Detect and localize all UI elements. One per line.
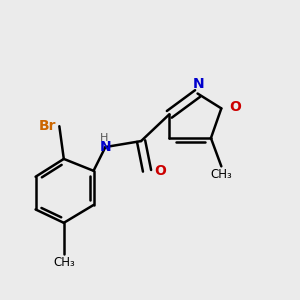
- Text: CH₃: CH₃: [211, 168, 232, 181]
- Text: N: N: [100, 140, 111, 154]
- Text: H: H: [100, 134, 108, 143]
- Text: O: O: [154, 164, 166, 178]
- Text: O: O: [229, 100, 241, 114]
- Text: N: N: [193, 76, 205, 91]
- Text: Br: Br: [39, 119, 56, 133]
- Text: CH₃: CH₃: [53, 256, 75, 268]
